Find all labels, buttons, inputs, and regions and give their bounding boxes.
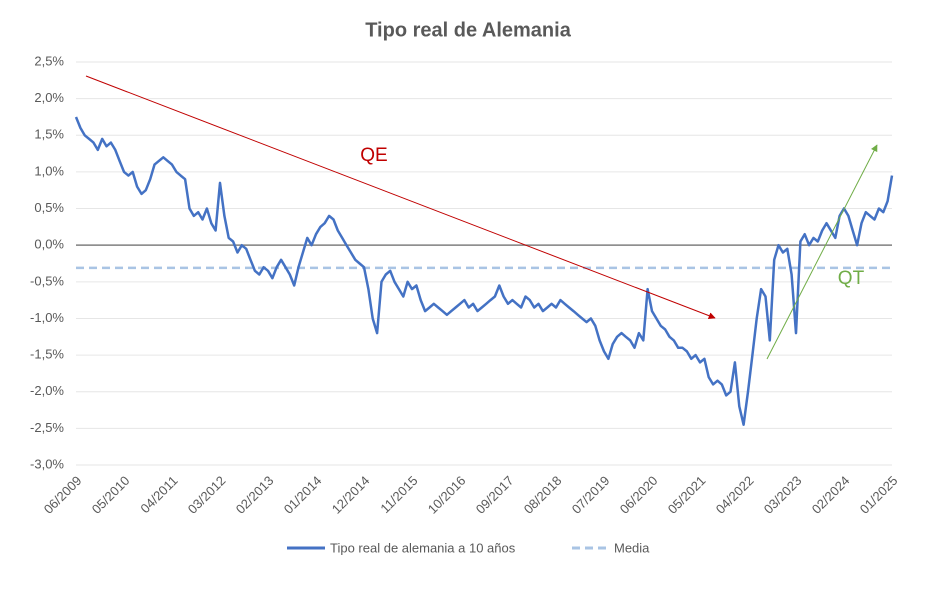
y-tick-label: 0,0% — [34, 237, 64, 252]
y-tick-label: -2,5% — [30, 420, 64, 435]
legend-label: Tipo real de alemania a 10 años — [330, 540, 516, 555]
annotation: QT — [838, 268, 865, 289]
y-tick-label: 1,0% — [34, 163, 64, 178]
legend-label: Media — [614, 540, 650, 555]
chart-title: Tipo real de Alemania — [365, 19, 572, 41]
data-line — [74, 116, 894, 426]
qt-arrow — [766, 144, 878, 360]
y-tick-label: -1,0% — [30, 310, 64, 325]
y-tick-label: 2,5% — [34, 53, 64, 68]
y-tick-label: 1,5% — [34, 127, 64, 142]
qe-arrow — [85, 75, 716, 320]
y-tick-label: 0,5% — [34, 200, 64, 215]
y-tick-label: 2,0% — [34, 90, 64, 105]
y-tick-label: -3,0% — [30, 456, 64, 471]
y-tick-label: -0,5% — [30, 273, 64, 288]
annotation: QE — [360, 145, 387, 166]
y-tick-label: -1,5% — [30, 347, 64, 362]
y-tick-label: -2,0% — [30, 383, 64, 398]
